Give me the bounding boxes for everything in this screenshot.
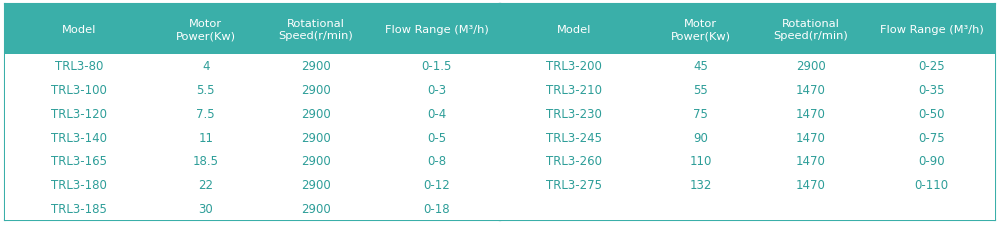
Text: 18.5: 18.5 [193, 155, 219, 167]
Text: 0-4: 0-4 [427, 107, 446, 120]
Text: 1470: 1470 [796, 131, 826, 144]
Text: 0-1.5: 0-1.5 [422, 60, 452, 73]
Text: Model: Model [557, 25, 591, 35]
Text: TRL3-165: TRL3-165 [51, 155, 107, 167]
Text: TRL3-80: TRL3-80 [55, 60, 103, 73]
Text: 0-110: 0-110 [915, 178, 949, 191]
Text: 110: 110 [690, 155, 712, 167]
Text: 11: 11 [198, 131, 213, 144]
Text: 0-50: 0-50 [918, 107, 945, 120]
Text: TRL3-260: TRL3-260 [546, 155, 602, 167]
Text: 1470: 1470 [796, 84, 826, 97]
Text: 4: 4 [202, 60, 210, 73]
Text: Rotational
Speed(r/min): Rotational Speed(r/min) [773, 19, 848, 41]
Text: Motor
Power(Kw): Motor Power(Kw) [671, 19, 731, 41]
Text: 0-35: 0-35 [918, 84, 945, 97]
Text: 0-8: 0-8 [427, 155, 446, 167]
Text: TRL3-120: TRL3-120 [51, 107, 107, 120]
Text: 0-18: 0-18 [423, 202, 450, 215]
Text: TRL3-180: TRL3-180 [51, 178, 107, 191]
Text: 90: 90 [693, 131, 708, 144]
Text: 2900: 2900 [301, 155, 331, 167]
Text: TRL3-140: TRL3-140 [51, 131, 107, 144]
Text: 0-3: 0-3 [427, 84, 446, 97]
Text: TRL3-210: TRL3-210 [546, 84, 602, 97]
Text: TRL3-275: TRL3-275 [546, 178, 602, 191]
Text: TRL3-230: TRL3-230 [546, 107, 602, 120]
Text: 0-5: 0-5 [427, 131, 446, 144]
Text: TRL3-185: TRL3-185 [51, 202, 107, 215]
Text: 132: 132 [690, 178, 712, 191]
Text: 0-75: 0-75 [918, 131, 945, 144]
Text: 2900: 2900 [301, 60, 331, 73]
Text: Flow Range (M³/h): Flow Range (M³/h) [880, 25, 984, 35]
Text: 7.5: 7.5 [196, 107, 215, 120]
Text: 1470: 1470 [796, 107, 826, 120]
Text: 1470: 1470 [796, 178, 826, 191]
Text: Motor
Power(Kw): Motor Power(Kw) [176, 19, 236, 41]
Text: TRL3-245: TRL3-245 [546, 131, 602, 144]
Text: Model: Model [62, 25, 96, 35]
Text: TRL3-100: TRL3-100 [51, 84, 107, 97]
Text: 2900: 2900 [796, 60, 826, 73]
Text: 22: 22 [198, 178, 213, 191]
Text: 55: 55 [693, 84, 708, 97]
Text: Flow Range (M³/h): Flow Range (M³/h) [385, 25, 489, 35]
Text: 0-12: 0-12 [423, 178, 450, 191]
Text: 2900: 2900 [301, 84, 331, 97]
Text: 0-90: 0-90 [918, 155, 945, 167]
Text: 30: 30 [198, 202, 213, 215]
Text: 0-25: 0-25 [918, 60, 945, 73]
Text: 2900: 2900 [301, 131, 331, 144]
Text: 1470: 1470 [796, 155, 826, 167]
Text: 45: 45 [693, 60, 708, 73]
Text: Rotational
Speed(r/min): Rotational Speed(r/min) [278, 19, 353, 41]
Text: 2900: 2900 [301, 107, 331, 120]
Text: 5.5: 5.5 [196, 84, 215, 97]
Text: 2900: 2900 [301, 202, 331, 215]
Text: 2900: 2900 [301, 178, 331, 191]
Text: 75: 75 [693, 107, 708, 120]
Text: TRL3-200: TRL3-200 [546, 60, 602, 73]
